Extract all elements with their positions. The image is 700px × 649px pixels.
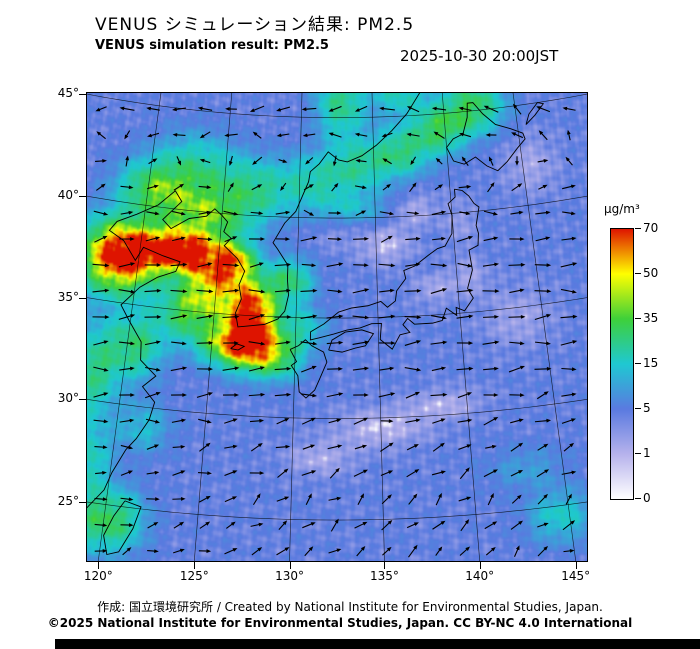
lat-tick-label: 45° (57, 86, 79, 101)
lon-tick-mark (575, 562, 577, 569)
colorbar-tick-mark (635, 453, 641, 454)
lat-tick-label: 35° (57, 289, 79, 304)
colorbar: µg/m³ 70 50 35 15 5 1 0 (604, 202, 658, 505)
lon-tick-label: 120° (83, 569, 113, 583)
lat-tick-mark (79, 94, 86, 96)
lat-tick-label: 40° (57, 188, 79, 203)
colorbar-tick-label: 70 (643, 221, 659, 235)
colorbar-tick-mark (635, 363, 641, 364)
colorbar-tick-mark (635, 228, 641, 229)
colorbar-tick-label: 1 (643, 446, 651, 460)
lon-tick-label: 135° (370, 569, 399, 583)
colorbar-tick-label: 15 (643, 356, 659, 370)
page-title-japanese: VENUS シミュレーション結果: PM2.5 (95, 15, 415, 35)
lat-tick-label: 25° (57, 493, 79, 508)
map-plot-area: 45° 40° 35° 30° 25° 120° 125° 130° 135° 140° 145° (58, 86, 590, 583)
colorbar-tick-label: 50 (643, 266, 659, 280)
copyright-line: ©2025 National Institute for Environment… (47, 616, 633, 630)
lon-tick-mark (289, 562, 291, 569)
bottom-bar (55, 639, 700, 649)
colorbar-tick-label: 35 (643, 311, 659, 325)
lat-tick-mark (79, 297, 86, 299)
colorbar-tick-label: 5 (643, 401, 651, 415)
lat-tick-label: 30° (57, 391, 79, 406)
lon-tick-label: 140° (465, 569, 495, 583)
lon-tick-label: 145° (561, 569, 591, 583)
timestamp: 2025-10-30 20:00JST (400, 47, 559, 65)
credit-line: 作成: 国立環境研究所 / Created by National Instit… (97, 600, 603, 614)
colorbar-tick-label: 0 (643, 491, 651, 505)
lon-tick-mark (98, 562, 100, 569)
pm25-concentration-map (87, 93, 587, 561)
colorbar-tick-mark (635, 408, 641, 409)
lat-tick-mark (79, 399, 86, 401)
lon-tick-label: 130° (275, 569, 304, 583)
page-title-english: VENUS simulation result: PM2.5 (95, 38, 329, 53)
lon-tick-mark (479, 562, 481, 569)
lon-tick-mark (384, 562, 386, 569)
colorbar-gradient (610, 228, 634, 500)
lat-tick-mark (79, 501, 86, 503)
lon-tick-mark (194, 562, 196, 569)
colorbar-tick-mark (635, 498, 641, 499)
lon-tick-label: 125° (179, 569, 209, 583)
lat-tick-mark (79, 196, 86, 198)
colorbar-unit-label: µg/m³ (604, 202, 640, 216)
colorbar-tick-mark (635, 273, 641, 274)
colorbar-tick-mark (635, 318, 641, 319)
